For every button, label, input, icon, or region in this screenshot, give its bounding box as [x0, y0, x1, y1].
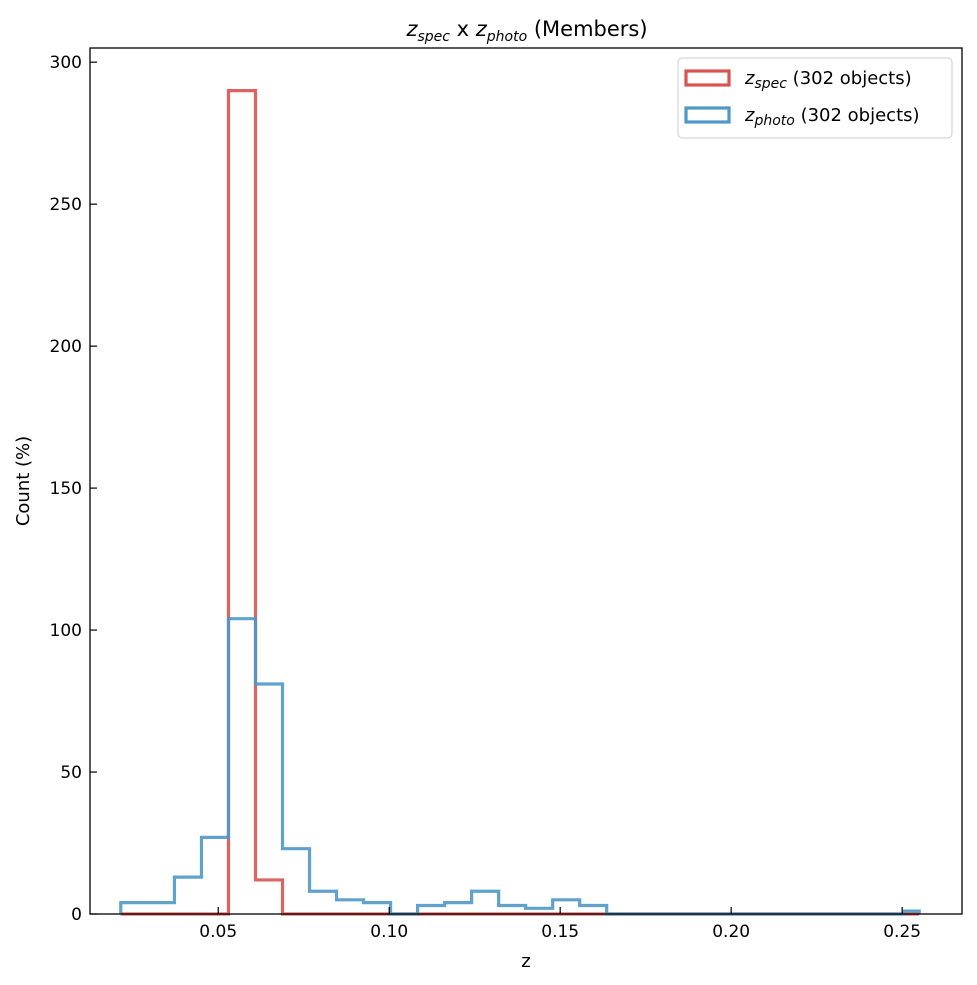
x-tick-label: 0.15 — [541, 922, 579, 942]
series-photo-histogram — [119, 617, 921, 916]
plot-frame — [89, 47, 963, 915]
x-axis-label: z — [521, 951, 530, 972]
series-spec-histogram — [120, 88, 920, 916]
y-tick-label: 200 — [50, 337, 82, 357]
legend-box — [677, 57, 953, 139]
y-tick-label: 0 — [71, 905, 82, 925]
x-tick-label: 0.20 — [712, 922, 750, 942]
legend-label-photo: zphoto (302 objects) — [744, 105, 920, 129]
y-tick-label: 50 — [60, 763, 82, 783]
title-var2: z — [475, 17, 488, 41]
x-tick-label: 0.05 — [199, 922, 237, 942]
legend-label-spec: zspec (302 objects) — [744, 68, 912, 92]
title-var1: z — [405, 17, 418, 41]
title-rest: (Members) — [527, 17, 647, 41]
x-tick-label: 0.10 — [370, 922, 408, 942]
x-tick-label: 0.25 — [883, 922, 921, 942]
y-tick-label: 150 — [50, 479, 82, 499]
y-tick-label: 100 — [50, 621, 82, 641]
y-tick-label: 300 — [50, 53, 82, 73]
y-axis-label: Count (%) — [13, 436, 34, 526]
legend: zspec (302 objects) zphoto (302 objects) — [677, 57, 953, 139]
title-sep: x — [450, 17, 476, 41]
title-sub1: spec — [417, 29, 450, 45]
series-layer — [119, 88, 921, 916]
tick-layer: 0.05 0.10 0.15 0.20 0.25 0 50 100 150 200 250 300 — [50, 53, 922, 942]
chart-title: zspec x zphoto (Members) — [405, 17, 647, 45]
title-sub2: photo — [486, 29, 527, 45]
legend-swatch-photo — [684, 106, 731, 124]
legend-swatch-spec — [684, 69, 731, 87]
y-tick-label: 250 — [50, 195, 82, 215]
